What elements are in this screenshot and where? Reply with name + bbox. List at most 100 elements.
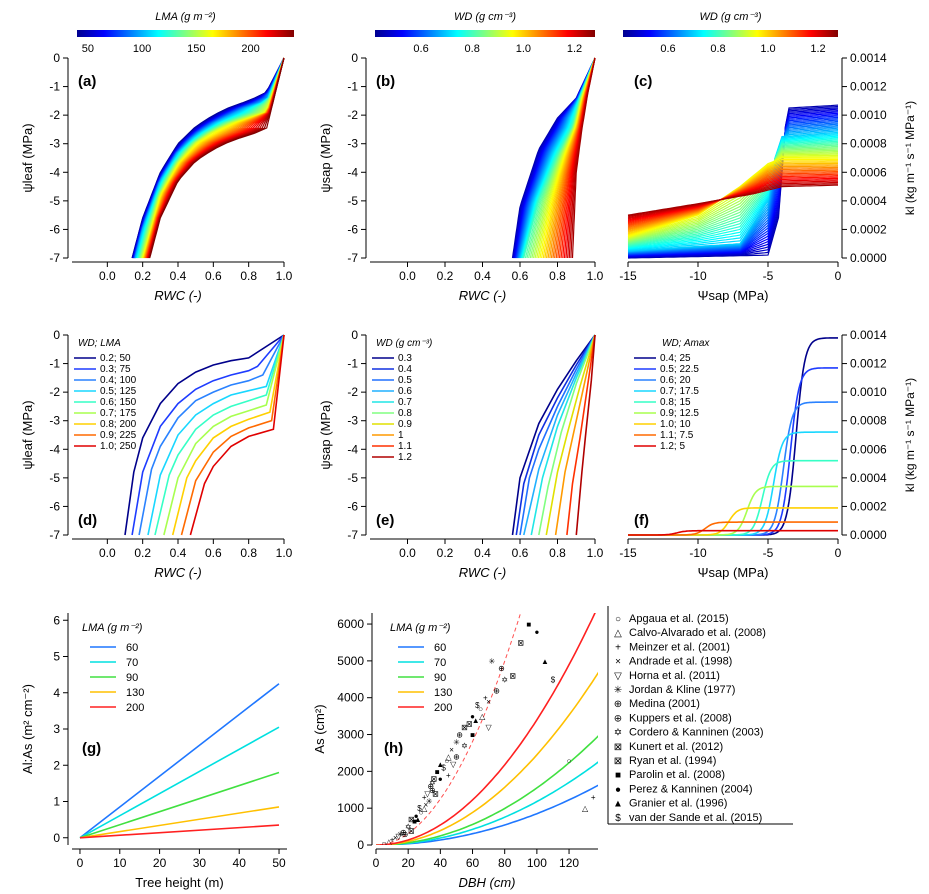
model-curve (137, 57, 285, 259)
y-tick-label: 0.0006 (850, 442, 887, 456)
y-tick-label: -5 (347, 471, 358, 485)
legend-symbol: ○ (615, 614, 621, 625)
legend-entry: 200 (126, 702, 144, 714)
colorbar-tick-label: 1.2 (810, 43, 825, 55)
observation-point: ▲ (541, 657, 549, 666)
x-tick-label: 0 (77, 856, 84, 870)
x-tick-label: 0.8 (549, 546, 566, 560)
y-tick-label: -4 (347, 165, 358, 179)
colorbar-tick-label: 1.0 (516, 43, 531, 55)
legend-entry: 0.3; 75 (100, 364, 131, 375)
colorbar-label: WD (g cm⁻³) (454, 11, 516, 23)
y-tick-label: 2 (53, 758, 60, 772)
y-tick-label: 0.0002 (850, 222, 887, 236)
x-tick-label: 0.6 (205, 546, 222, 560)
model-curve (627, 131, 839, 252)
x-axis-title: Tree height (m) (135, 875, 223, 890)
series-line (376, 671, 598, 845)
legend-entry: Ryan et al. (1994) (629, 755, 716, 767)
x-tick-label: 0.2 (437, 546, 454, 560)
y-tick-label: 0.0002 (850, 499, 887, 513)
model-curve (146, 57, 285, 259)
model-curve (141, 57, 285, 259)
observation-point: ○ (444, 756, 449, 765)
series-line (79, 806, 280, 839)
observation-point: ✡ (501, 675, 508, 684)
model-curve (140, 57, 285, 259)
x-tick-label: 0.6 (512, 269, 529, 283)
x-tick-label: 20 (401, 856, 415, 870)
x-tick-label: 80 (498, 856, 512, 870)
observation-point: × (449, 745, 454, 754)
legend-symbol: ⊠ (614, 756, 622, 767)
legend-entry: 0.6; 150 (100, 397, 137, 408)
colorbar-tick-label: 0.6 (660, 43, 675, 55)
model-curve (627, 142, 839, 246)
observation-point: ▽ (395, 832, 402, 841)
observation-point: + (483, 694, 488, 703)
model-curve (147, 57, 285, 259)
colorbar-tick-label: 100 (133, 43, 151, 55)
model-curve (145, 57, 285, 259)
panel-a: 0.0 0.2 0.4 0.6 0.8 1.0 0 -1 -2 -3 -4 -5 -6 -7 RWC (-)… (20, 11, 294, 303)
legend-entry: 0.9 (398, 419, 412, 430)
observation-point: ● (470, 712, 475, 721)
legend-symbol: $ (615, 813, 621, 824)
y-tick-label: 0.0008 (850, 137, 887, 151)
observation-point: ✳ (397, 830, 404, 839)
model-curve (627, 144, 839, 245)
series-line (138, 334, 285, 536)
legend-entry: 0.4; 25 (660, 353, 691, 364)
colorbar-tick-label: 50 (82, 43, 94, 55)
legend-entry: 200 (434, 702, 452, 714)
y-axis-title: ψsap (MPa) (318, 400, 333, 469)
x-axis-title: Ψsap (MPa) (698, 565, 769, 580)
observation-point: ▽ (424, 789, 431, 798)
x-tick-label: 1.0 (276, 269, 293, 283)
model-curve (137, 57, 285, 259)
panel-label: (e) (376, 512, 394, 529)
series-line (79, 683, 280, 839)
observation-point: ● (534, 627, 539, 636)
observation-point: ⊕ (493, 686, 500, 695)
legend-entry: 1.0; 10 (660, 419, 691, 430)
panel-f: -15 -10 -5 0 0.0000 0.0002 0.0004 0.0006 0.0008 0… (619, 328, 917, 580)
y-tick-label: 5 (53, 650, 60, 664)
y-tick-label: 2000 (337, 764, 364, 778)
observation-point: ○ (382, 839, 387, 848)
colorbar-tick-label: 1.2 (567, 43, 582, 55)
x-tick-label: 0.8 (240, 546, 257, 560)
legend-title: LMA (g m⁻²) (82, 622, 143, 634)
observation-point: ⊠ (517, 638, 524, 647)
model-curve (627, 153, 839, 240)
y-axis-title: Al:As (m² cm⁻²) (20, 684, 35, 774)
y-tick-label: 0.0004 (850, 194, 887, 208)
colorbar-label: LMA (g m⁻²) (155, 11, 216, 23)
panel-h: 0 20 40 60 80 100 120 0 1000 2000 3000 4000 5000 6000… (312, 613, 598, 890)
x-tick-label: -10 (689, 546, 707, 560)
legend-entry: 1.1 (398, 441, 412, 452)
x-tick-label: 1.0 (587, 269, 604, 283)
observation-point: ⊕ (456, 731, 463, 740)
legend-entry: 130 (434, 687, 452, 699)
legend-symbol: ⊕ (614, 713, 622, 724)
x-tick-label: 1.0 (587, 546, 604, 560)
series-line (519, 334, 596, 536)
y-tick-label: -7 (347, 251, 358, 265)
observation-point: ▽ (486, 723, 493, 732)
legend-symbol: × (615, 657, 621, 668)
model-curve (143, 57, 285, 259)
x-tick-label: 100 (527, 856, 547, 870)
observation-point: ⊠ (461, 723, 468, 732)
y-tick-label: 0 (357, 838, 364, 852)
x-tick-label: 0.4 (474, 546, 491, 560)
observation-point: ⊕ (427, 782, 434, 791)
legend-entry: 90 (434, 672, 446, 684)
legend-entry: 1.2 (398, 452, 412, 463)
model-curve (146, 57, 285, 259)
model-curve (143, 57, 285, 259)
observation-legend: ○ Apgaua et al. (2015) △ Calvo-Alvarado et … (607, 606, 793, 825)
series-line (79, 726, 280, 839)
model-curve (146, 57, 285, 259)
model-curve (144, 57, 285, 259)
